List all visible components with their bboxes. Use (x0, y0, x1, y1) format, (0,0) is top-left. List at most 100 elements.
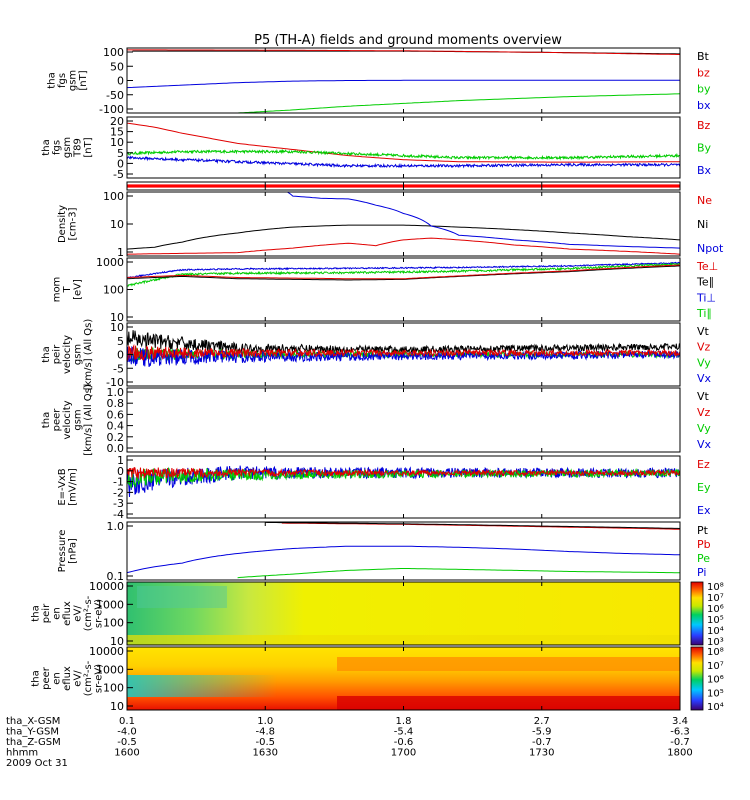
panel-3: 100 10 1 Density[cm-3] Ne Ni Npot (57, 190, 724, 259)
y-axis-label-line: eV/ (73, 670, 84, 687)
x-tick-label: 1630 (253, 748, 278, 759)
legend-entry: Pt (697, 524, 709, 537)
panel-6: 1.00.80.60.40.20.0 thapeervelocitygsm[km/… (41, 384, 712, 456)
series-1 (126, 261, 681, 287)
y-axis-label-line: E=-VxB (57, 468, 68, 505)
x-tick-label: -0.7 (532, 737, 552, 748)
series-3 (126, 264, 681, 280)
y-tick-label: 5 (117, 147, 124, 160)
x-tick-label: -0.5 (117, 737, 137, 748)
y-axis-label: Pressure[nPa] (57, 530, 79, 573)
y-tick-label: -2 (113, 486, 124, 499)
legend-entry: Ez (697, 458, 710, 471)
x-tick-label: -4.8 (255, 727, 275, 738)
series-3 (237, 568, 680, 579)
y-tick-label: -3 (113, 497, 124, 510)
y-tick-label: 100 (103, 46, 124, 59)
y-axis-label-line: tha (41, 346, 52, 362)
y-axis-label-line: (cm²-s- (83, 660, 94, 696)
x-tick-label: 0.1 (119, 716, 135, 727)
colorbar-tick-label: 10⁴ (707, 702, 724, 713)
legend-entry: Npot (697, 242, 724, 255)
series-0 (126, 465, 681, 498)
series-1 (126, 148, 681, 161)
panels: 100500-50-100thafgsgsm[nT]Btbzbybx201510… (31, 46, 724, 713)
y-tick-label: 1.0 (107, 386, 125, 399)
y-axis-label-line: Density (57, 205, 68, 243)
x-tick-label: -5.4 (394, 727, 414, 738)
y-axis-label-line: eflux (62, 666, 73, 691)
panel-4: 1000 100 10 momT[eV] Te⊥ Te∥ Ti⊥ Ti∥ (52, 256, 719, 324)
panel-7: 10-1-2-3-4 E=-VxB[mV/m] Ez Ey Ex (57, 454, 711, 521)
y-tick-label: -100 (99, 103, 124, 116)
y-tick-label: -5 (113, 168, 124, 181)
series-0 (126, 122, 680, 163)
y-axis-label-line: fgs (52, 140, 63, 155)
y-tick-label: 100 (103, 682, 124, 695)
series-1 (126, 237, 681, 255)
y-axis-label: E=-VxB[mV/m] (57, 468, 79, 506)
y-axis-label-line: gsm (67, 70, 78, 91)
y-axis-label-line: peer (52, 408, 63, 432)
legend-entry: Te⊥ (696, 260, 718, 273)
y-axis-label-line: mom (52, 277, 63, 303)
panel-frame (126, 116, 681, 179)
y-axis-label-line: (cm²-s- (83, 595, 94, 631)
y-axis-label-line: velocity (62, 400, 73, 439)
y-axis-label-line: tha (46, 72, 57, 88)
y-axis-label-line: T (62, 286, 73, 294)
y-tick-label: 0 (117, 75, 124, 88)
y-tick-label: -5 (113, 362, 124, 375)
electron-spectrogram-upper-band (337, 657, 680, 671)
y-axis-label-line: en (52, 672, 63, 685)
y-axis-label-line: T89 (73, 138, 84, 158)
legend-entry: Ti⊥ (696, 291, 716, 304)
x-tick-label: -4.0 (117, 727, 137, 738)
series-2 (126, 265, 681, 281)
legend-entry: Vx (697, 372, 712, 385)
x-tick-label: -5.9 (532, 727, 552, 738)
legend-entry: Vt (697, 390, 710, 403)
series-0 (281, 522, 681, 530)
y-tick-label: 1000 (96, 256, 124, 269)
ion-spectrogram (127, 582, 680, 645)
y-axis-label-line: [km/s] (All Qs) (83, 319, 94, 391)
legend-entry: Vt (697, 325, 710, 338)
series-3 (126, 343, 681, 361)
y-tick-label: 20 (110, 115, 124, 128)
panel-10: 10000 1000 100 10 thapeerenefluxeV/(cm²-s-sr… (31, 645, 681, 713)
y-axis-label-line: gsm (73, 344, 84, 365)
panel-2 (126, 181, 681, 191)
y-tick-label: 0 (117, 465, 124, 478)
y-tick-label: 15 (110, 126, 124, 139)
x-row-label: tha_Y-GSM (6, 727, 59, 738)
legend-entry: Vx (697, 438, 712, 451)
legend-entry: Ey (697, 481, 711, 494)
y-tick-label: -4 (113, 508, 124, 521)
series-2 (126, 466, 681, 479)
colorbar-1 (690, 646, 704, 711)
x-row-label: tha_X-GSM (6, 716, 60, 727)
chart-title: P5 (TH-A) fields and ground moments over… (254, 33, 562, 48)
y-tick-label: 1 (117, 246, 124, 259)
y-tick-label: 0 (117, 157, 124, 170)
series-2 (126, 155, 681, 169)
legend-entry: Vy (697, 422, 711, 435)
x-row-label: tha_Z-GSM (6, 737, 61, 748)
y-tick-label: -10 (106, 376, 124, 389)
x-tick-label: 1800 (667, 748, 692, 759)
y-tick-label: 0.4 (107, 420, 125, 433)
x-tick-label: -0.5 (255, 737, 275, 748)
x-tick-label: -0.6 (394, 737, 414, 748)
ion-spectrogram-patch (137, 586, 227, 608)
y-axis-label-line: tha (31, 605, 42, 621)
series-2 (287, 191, 681, 249)
y-axis-label-line: tha (41, 139, 52, 155)
legend-entry: By (697, 142, 712, 155)
x-tick-label: -0.7 (670, 737, 690, 748)
legend-entry: Vz (697, 406, 711, 419)
x-tick-label: 1.0 (257, 716, 273, 727)
